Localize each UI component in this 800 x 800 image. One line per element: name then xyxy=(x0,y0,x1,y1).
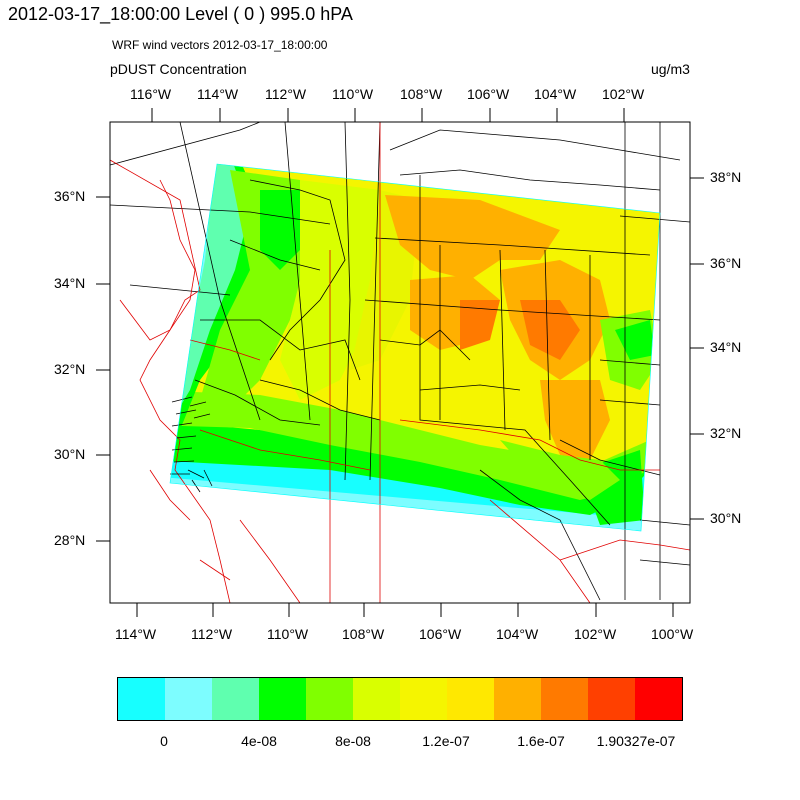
domain-outline xyxy=(169,163,661,532)
colorbar-label: 1.90327e-07 xyxy=(596,733,676,749)
wind-vectors-subtitle: WRF wind vectors 2012-03-17_18:00:00 xyxy=(112,38,328,52)
colorbar-label: 4e-08 xyxy=(241,733,277,749)
bottom-lon-label: 106°W xyxy=(419,626,462,642)
left-lat-label: 28°N xyxy=(54,532,86,548)
left-lat-label: 36°N xyxy=(54,188,86,204)
left-lat-label: 32°N xyxy=(54,361,86,377)
top-lon-label: 108°W xyxy=(400,86,443,102)
colorbar-swatch xyxy=(635,678,682,720)
bottom-lon-label: 114°W xyxy=(115,626,157,642)
left-lat-label: 30°N xyxy=(54,446,86,462)
top-lon-label: 106°W xyxy=(467,86,510,102)
colorbar-swatch xyxy=(165,678,212,720)
colorbar-swatch xyxy=(494,678,541,720)
bottom-lon-label: 104°W xyxy=(496,626,539,642)
right-lat-label: 34°N xyxy=(710,339,742,355)
plot-title: 2012-03-17_18:00:00 Level ( 0 ) 995.0 hP… xyxy=(8,4,353,24)
colorbar-swatch xyxy=(353,678,400,720)
colorbar-swatch xyxy=(306,678,353,720)
colorbar-swatch xyxy=(212,678,259,720)
top-ticks xyxy=(151,108,625,122)
field-name-label: pDUST Concentration xyxy=(110,61,247,77)
top-lon-label: 102°W xyxy=(602,86,645,102)
right-lat-label: 32°N xyxy=(710,425,742,441)
bottom-lon-label: 102°W xyxy=(574,626,617,642)
map-frame xyxy=(109,121,691,604)
colorbar-label: 0 xyxy=(160,733,168,749)
top-lon-label: 112°W xyxy=(265,86,307,102)
bottom-ticks xyxy=(136,603,674,617)
colorbar-label: 1.6e-07 xyxy=(517,733,565,749)
right-lat-label: 38°N xyxy=(710,169,742,185)
top-lon-label: 116°W xyxy=(130,86,172,102)
left-lat-label: 34°N xyxy=(54,275,86,291)
country-boundaries xyxy=(110,122,690,603)
colorbar-swatch xyxy=(259,678,306,720)
bottom-lon-label: 112°W xyxy=(191,626,233,642)
state-boundaries xyxy=(110,122,690,601)
colorbar-swatch xyxy=(541,678,588,720)
field-units-label: ug/m3 xyxy=(651,61,690,77)
colorbar-swatch xyxy=(118,678,165,720)
bottom-lon-label: 110°W xyxy=(267,626,309,642)
right-ticks xyxy=(690,177,704,520)
top-lon-label: 114°W xyxy=(197,86,239,102)
top-lon-label: 110°W xyxy=(332,86,374,102)
colorbar-label: 8e-08 xyxy=(335,733,371,749)
colorbar-label: 1.2e-07 xyxy=(422,733,470,749)
left-ticks xyxy=(96,196,110,542)
colorbar-swatch xyxy=(400,678,447,720)
colorbar-swatch xyxy=(447,678,494,720)
concentration-field xyxy=(170,164,660,531)
bottom-lon-label: 100°W xyxy=(651,626,694,642)
wind-vectors xyxy=(170,396,213,493)
right-lat-label: 36°N xyxy=(710,255,742,271)
colorbar-swatch xyxy=(588,678,635,720)
top-lon-label: 104°W xyxy=(534,86,577,102)
bottom-lon-label: 108°W xyxy=(342,626,385,642)
right-lat-label: 30°N xyxy=(710,510,742,526)
colorbar xyxy=(117,677,683,721)
